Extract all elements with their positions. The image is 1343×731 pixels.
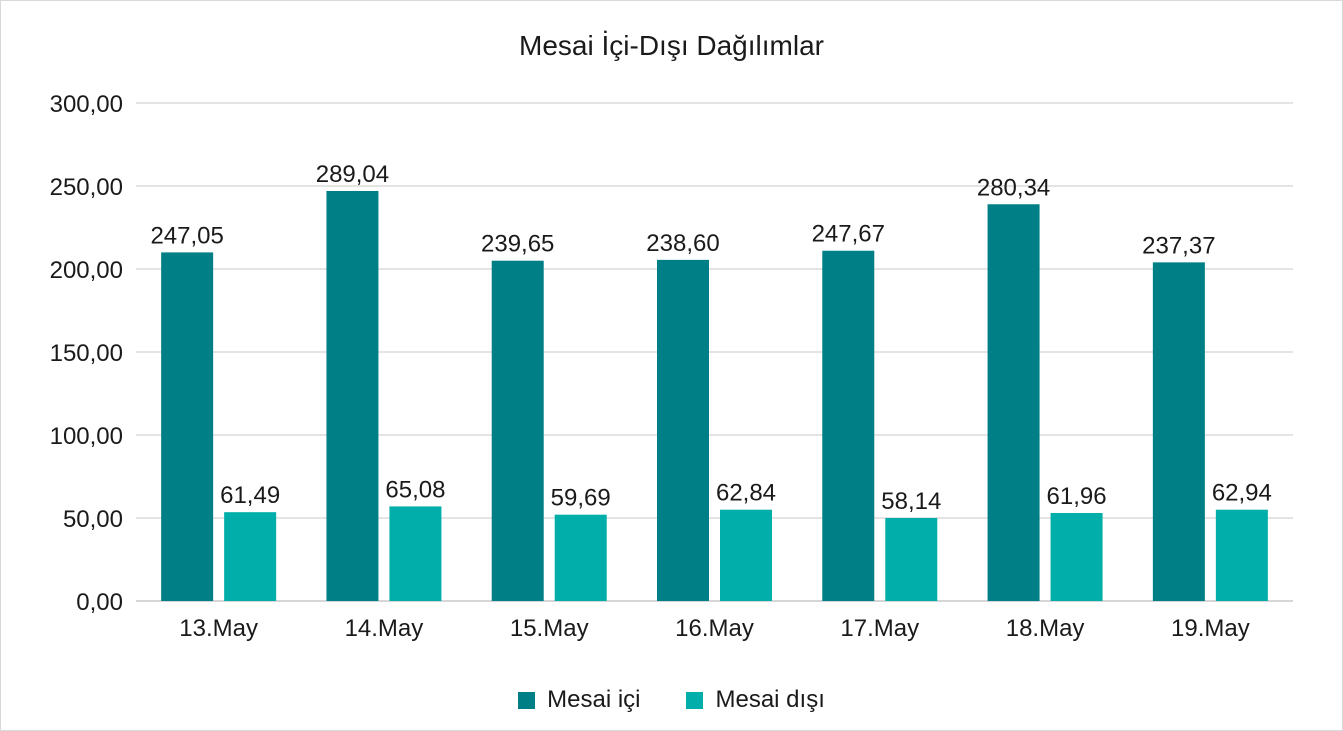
x-tick-label: 18.May — [1006, 615, 1085, 642]
x-tick-label: 17.May — [840, 615, 919, 642]
data-label: 62,94 — [1212, 480, 1272, 507]
data-label: 239,65 — [481, 231, 554, 258]
legend-swatch-series-2 — [686, 691, 704, 709]
x-tick-label: 16.May — [675, 615, 754, 642]
data-label: 247,67 — [812, 221, 885, 248]
bar — [1152, 262, 1205, 601]
data-label: 62,84 — [716, 480, 776, 507]
data-label: 59,69 — [551, 485, 611, 512]
data-label: 280,34 — [977, 174, 1050, 201]
bar — [1050, 513, 1103, 601]
y-tick-label: 150,00 — [50, 340, 123, 367]
y-tick-label: 50,00 — [63, 506, 123, 533]
bar — [224, 512, 277, 601]
legend-swatch-series-1 — [518, 691, 536, 709]
y-tick-label: 250,00 — [50, 174, 123, 201]
legend-label-series-2: Mesai dışı — [715, 686, 825, 713]
legend-item-series-2: Mesai dışı — [686, 686, 825, 714]
y-tick-label: 200,00 — [50, 257, 123, 284]
x-tick-label: 15.May — [510, 615, 589, 642]
bar — [326, 190, 379, 602]
bar — [987, 204, 1040, 601]
data-label: 58,14 — [881, 488, 941, 515]
y-tick-label: 100,00 — [50, 423, 123, 450]
data-label: 247,05 — [150, 222, 223, 249]
data-label: 61,96 — [1047, 483, 1107, 510]
data-label: 238,60 — [646, 230, 719, 257]
bar — [1215, 509, 1268, 601]
legend-label-series-1: Mesai içi — [547, 686, 641, 713]
data-label: 289,04 — [316, 161, 389, 188]
bar — [657, 259, 709, 601]
bar — [161, 252, 214, 601]
data-label: 61,49 — [220, 482, 280, 509]
bar — [554, 514, 607, 601]
x-tick-label: 13.May — [179, 615, 258, 642]
bar — [491, 260, 544, 601]
bar — [822, 250, 875, 602]
legend: Mesai içi Mesai dışı — [0, 686, 1343, 714]
bar — [885, 518, 938, 601]
legend-item-series-1: Mesai içi — [518, 686, 640, 714]
y-tick-label: 300,00 — [50, 91, 123, 118]
x-tick-label: 14.May — [345, 615, 424, 642]
x-tick-label: 19.May — [1171, 615, 1250, 642]
chart-title: Mesai İçi-Dışı Dağılımlar — [519, 30, 824, 61]
bar — [720, 509, 772, 601]
data-label: 65,08 — [385, 476, 445, 503]
y-tick-label: 0,00 — [76, 589, 123, 616]
bar — [389, 506, 442, 601]
data-label: 237,37 — [1142, 232, 1215, 259]
